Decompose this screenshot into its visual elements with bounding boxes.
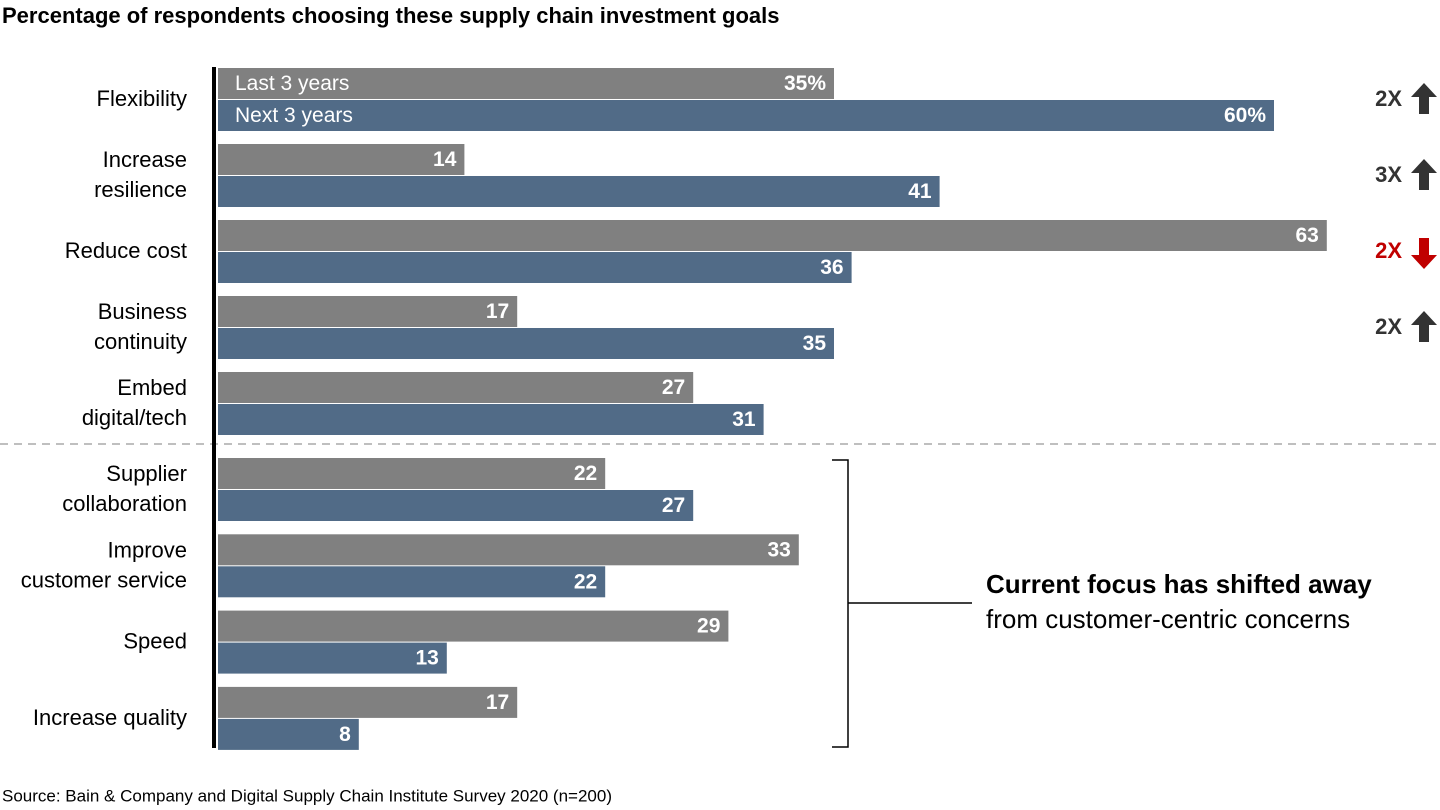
category-label: Improve customer service: [21, 537, 187, 592]
note-bold: Current focus has shifted away: [986, 569, 1372, 599]
bar: [218, 404, 764, 435]
value-label: 22: [574, 570, 597, 593]
value-label: 35: [803, 332, 827, 355]
value-label: 41: [908, 180, 932, 203]
category-label: Flexibility: [97, 86, 187, 111]
value-label: 29: [697, 615, 720, 638]
bar: [218, 686, 518, 718]
bar: [218, 296, 518, 327]
value-label: 8: [339, 723, 351, 746]
bar: [218, 220, 1327, 251]
category-label: Supplier collaboration: [62, 461, 187, 516]
value-label: 27: [662, 494, 685, 517]
bar: [218, 718, 359, 750]
bar: [218, 458, 606, 489]
value-label: 13: [415, 647, 438, 670]
change-arrow: [1411, 83, 1437, 114]
bar: [218, 642, 447, 674]
bar: [218, 68, 834, 99]
value-label: 33: [767, 538, 790, 561]
value-label: 17: [486, 300, 509, 323]
value-label: 31: [732, 408, 756, 431]
change-label: 3X: [1375, 162, 1402, 187]
value-label: 14: [433, 148, 457, 171]
bar: [218, 100, 1274, 131]
value-label: 17: [486, 691, 509, 714]
bar: [218, 610, 729, 642]
bar: [218, 534, 799, 566]
bar: [218, 328, 834, 359]
legend-label: Last 3 years: [235, 72, 349, 95]
value-label: 22: [574, 462, 597, 485]
value-label: 35%: [784, 72, 826, 95]
bar: [218, 144, 465, 175]
change-arrow: [1411, 159, 1437, 190]
bar: [218, 252, 852, 283]
bar: [218, 490, 694, 521]
value-label: 60%: [1224, 104, 1266, 127]
category-label: Speed: [123, 628, 187, 653]
bracket: [832, 459, 972, 748]
change-label: 2X: [1375, 314, 1402, 339]
change-label: 2X: [1375, 86, 1402, 111]
category-label: Embed digital/tech: [82, 375, 187, 430]
legend-label: Next 3 years: [235, 104, 353, 127]
bar: [218, 566, 606, 598]
bar: [218, 176, 940, 207]
value-label: 63: [1295, 224, 1318, 247]
value-label: 36: [820, 256, 843, 279]
change-label: 2X: [1375, 238, 1402, 263]
category-label: Increase quality: [33, 705, 187, 730]
value-label: 27: [662, 376, 685, 399]
note-text: from customer-centric concerns: [986, 604, 1350, 634]
change-arrow: [1411, 238, 1437, 269]
change-arrow: [1411, 311, 1437, 342]
source: Source: Bain & Company and Digital Suppl…: [2, 786, 612, 805]
category-label: Increase resilience: [94, 147, 187, 202]
category-label: Reduce cost: [65, 238, 187, 263]
chart-title: Percentage of respondents choosing these…: [2, 3, 780, 28]
category-label: Business continuity: [94, 299, 187, 354]
bar: [218, 372, 694, 403]
